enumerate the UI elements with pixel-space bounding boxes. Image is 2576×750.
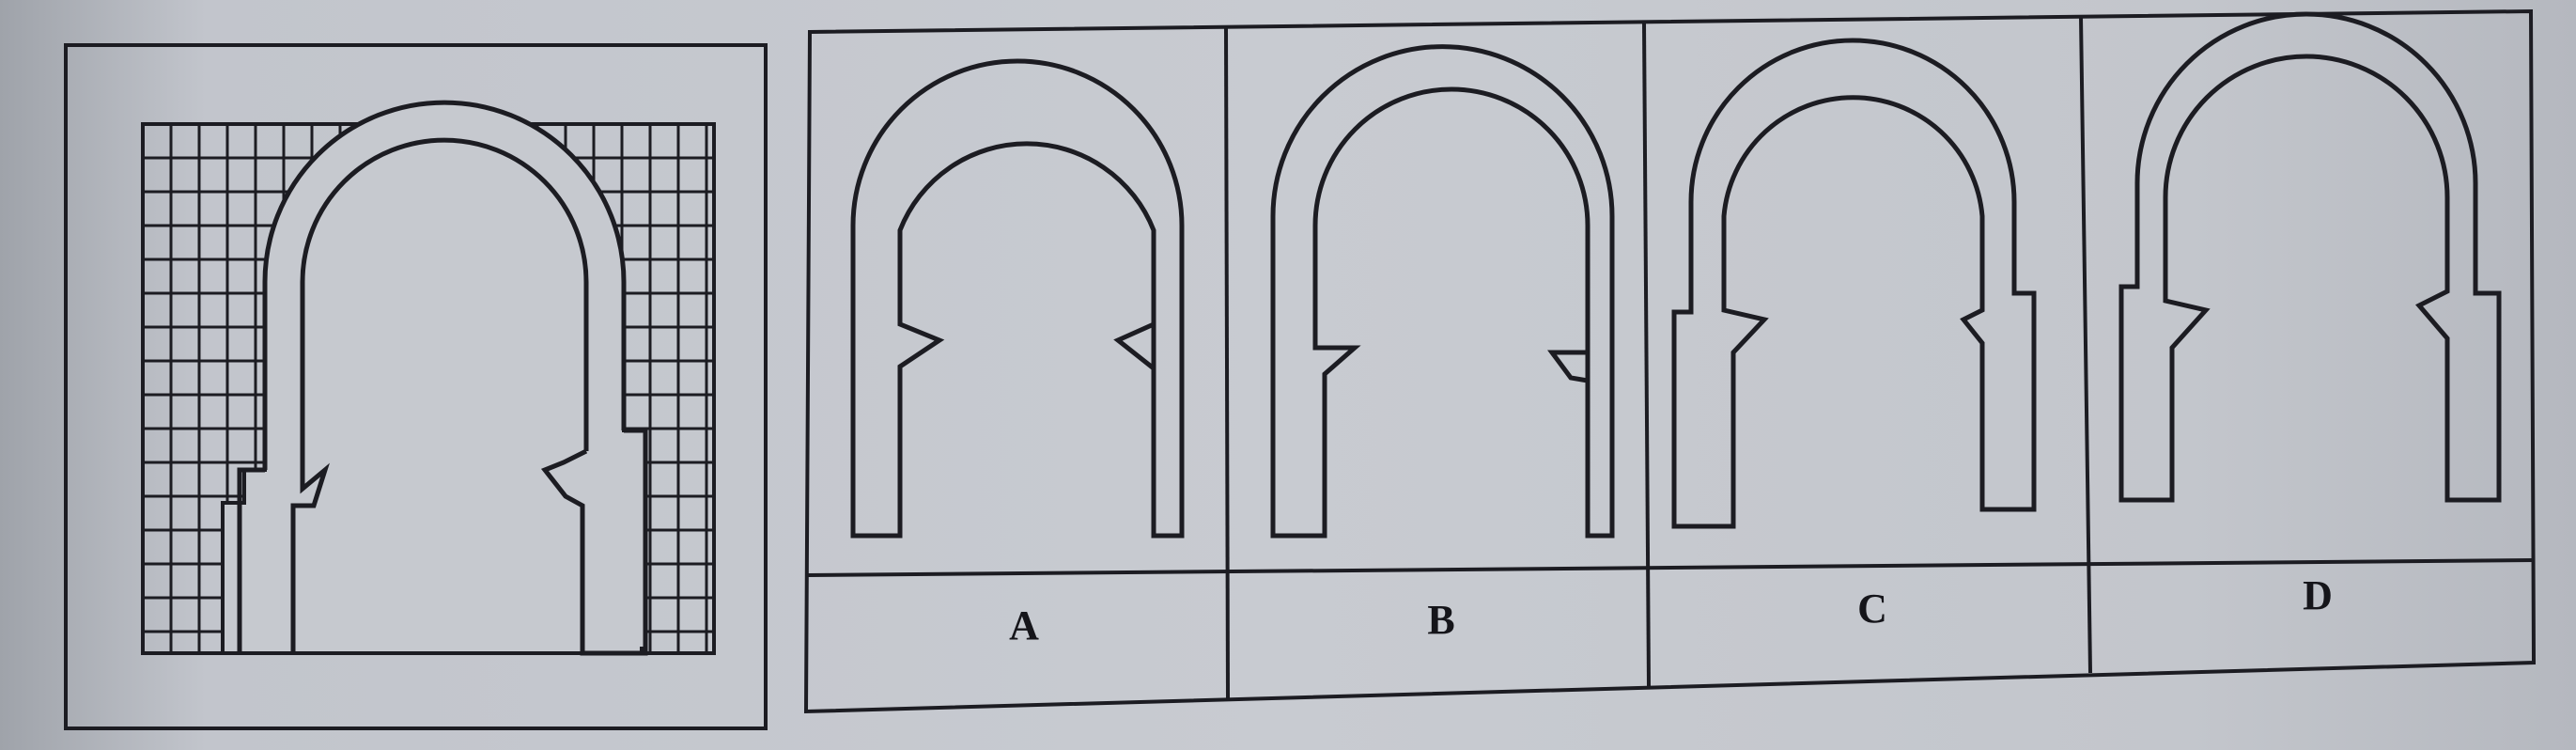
option-d-label[interactable]: D: [2303, 572, 2333, 618]
option-b-label[interactable]: B: [1427, 597, 1455, 643]
option-a-arch: [850, 58, 1185, 539]
reference-panel: [64, 43, 768, 730]
option-a-label[interactable]: A: [1009, 602, 1039, 648]
options-panel: [803, 8, 2537, 714]
reference-arch: [237, 100, 648, 656]
option-d-arch: [2118, 11, 2502, 503]
option-c-arch: [1671, 38, 2037, 529]
option-c-label[interactable]: C: [1857, 586, 1887, 632]
option-b-arch: [1270, 44, 1615, 539]
